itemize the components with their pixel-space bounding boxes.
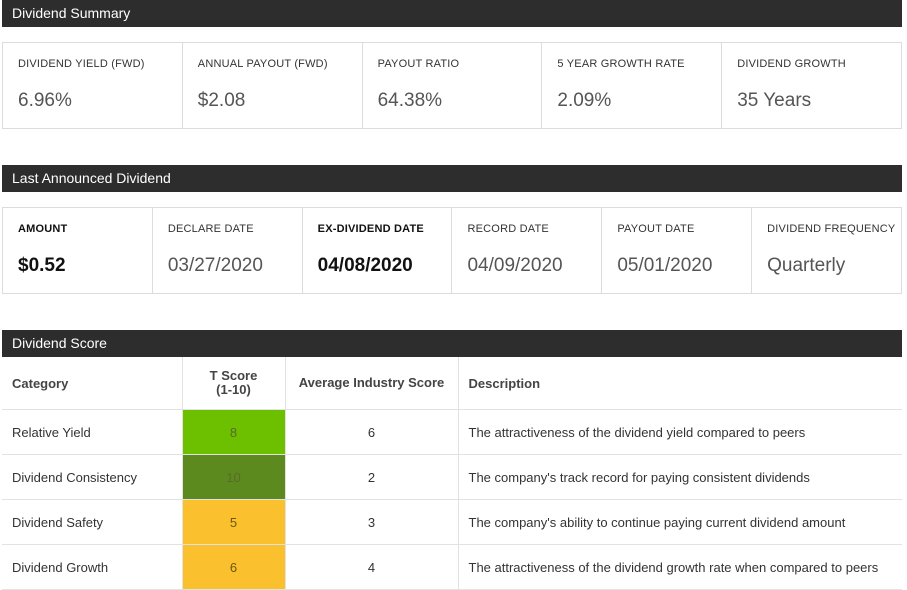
row-industry-score: 4 [285,544,459,590]
stat-value: Quarterly [767,255,846,276]
stat-dividend-yield: DIVIDEND YIELD (FWD) 6.96% [3,43,183,128]
stat-value: $0.52 [18,255,66,276]
section-title: Dividend Summary [12,5,131,21]
last-dividend-header: Last Announced Dividend [2,165,902,192]
col-description: Description [458,357,902,410]
last-dividend-stats: AMOUNT $0.52 DECLARE DATE 03/27/2020 EX-… [2,207,902,294]
stat-dividend-frequency: DIVIDEND FREQUENCY Quarterly [752,208,901,293]
table-row: Dividend Safety 5 3 The company's abilit… [2,499,902,545]
table-header-row: Category T Score (1-10) Average Industry… [2,357,902,410]
stat-dividend-growth: DIVIDEND GROWTH 35 Years [722,43,901,128]
stat-label: DIVIDEND FREQUENCY [767,223,896,235]
row-description: The company's ability to continue paying… [458,499,902,545]
stat-value: 05/01/2020 [617,255,713,276]
stat-label: PAYOUT DATE [617,223,695,235]
section-title: Last Announced Dividend [12,170,171,186]
row-description: The company's track record for paying co… [458,454,902,500]
stat-value: 03/27/2020 [167,255,263,276]
row-industry-score: 3 [285,499,459,545]
stat-value: 64.38% [377,90,443,111]
stat-amount: AMOUNT $0.52 [3,208,153,293]
row-category: Dividend Consistency [2,454,182,500]
stat-label: AMOUNT [18,223,68,235]
row-t-score: 6 [181,544,286,590]
stat-label: RECORD DATE [467,223,549,235]
row-category: Relative Yield [2,409,182,455]
stat-record-date: RECORD DATE 04/09/2020 [452,208,603,293]
stat-label: EX-DIVIDEND DATE [317,223,424,235]
stat-label: DIVIDEND GROWTH [737,58,846,70]
section-title: Dividend Score [12,335,107,351]
stat-ex-dividend-date: EX-DIVIDEND DATE 04/08/2020 [303,208,453,293]
stat-payout-ratio: PAYOUT RATIO 64.38% [363,43,543,128]
stat-value: 35 Years [737,90,812,111]
stat-value: 04/08/2020 [317,255,413,276]
col-t-score: T Score (1-10) [181,357,286,410]
col-industry-score: Average Industry Score [285,357,459,410]
stat-label: DECLARE DATE [167,223,254,235]
stat-annual-payout: ANNUAL PAYOUT (FWD) $2.08 [183,43,363,128]
col-category: Category [2,357,182,410]
row-t-score: 8 [181,409,286,455]
table-row: Dividend Growth 6 4 The attractiveness o… [2,544,902,590]
dividend-score-table: Category T Score (1-10) Average Industry… [2,357,902,590]
t-score-label: T Score [209,368,258,383]
stat-value: $2.08 [197,90,246,111]
table-row: Relative Yield 8 6 The attractiveness of… [2,409,902,455]
row-description: The attractiveness of the dividend growt… [458,544,902,590]
stat-label: DIVIDEND YIELD (FWD) [18,58,145,70]
stat-value: 2.09% [557,90,612,111]
dividend-score-header: Dividend Score [2,330,902,357]
t-score-range: (1-10) [216,382,251,397]
row-category: Dividend Growth [2,544,182,590]
row-industry-score: 6 [285,409,459,455]
stat-declare-date: DECLARE DATE 03/27/2020 [153,208,303,293]
row-t-score: 5 [181,499,286,545]
row-industry-score: 2 [285,454,459,500]
stat-payout-date: PAYOUT DATE 05/01/2020 [602,208,753,293]
dividend-summary-stats: DIVIDEND YIELD (FWD) 6.96% ANNUAL PAYOUT… [2,42,902,129]
stat-label: 5 YEAR GROWTH RATE [557,58,685,70]
stat-value: 04/09/2020 [467,255,563,276]
stat-label: PAYOUT RATIO [377,58,460,70]
stat-label: ANNUAL PAYOUT (FWD) [197,58,328,70]
stat-5yr-growth: 5 YEAR GROWTH RATE 2.09% [542,43,723,128]
dividend-summary-header: Dividend Summary [2,0,902,27]
row-description: The attractiveness of the dividend yield… [458,409,902,455]
row-t-score: 10 [181,454,286,500]
row-category: Dividend Safety [2,499,182,545]
table-row: Dividend Consistency 10 2 The company's … [2,454,902,500]
stat-value: 6.96% [18,90,72,111]
